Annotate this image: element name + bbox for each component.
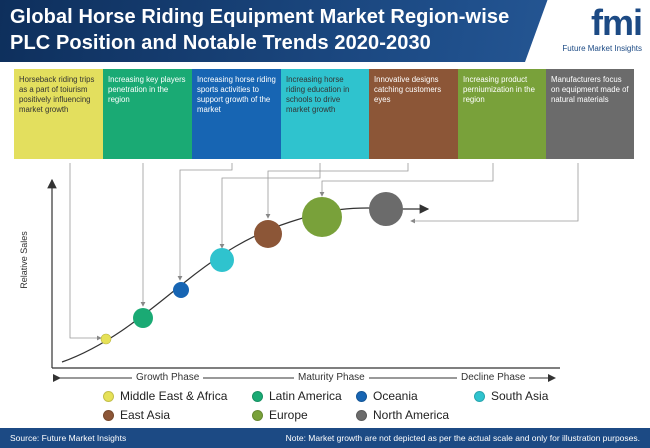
connector-middle-east-africa <box>69 163 102 341</box>
legend-label: Middle East & Africa <box>120 389 228 403</box>
legend-item-north-america: North America <box>356 408 449 422</box>
legend-swatch <box>474 390 485 402</box>
legend-item-oceania: Oceania <box>356 389 418 403</box>
connector-north-america <box>410 163 579 224</box>
lifecycle-curve <box>61 204 430 363</box>
legend-item-south-asia: South Asia <box>474 389 548 403</box>
legend-swatch <box>356 390 367 402</box>
legend-item-middle-east-africa: Middle East & Africa <box>103 389 227 403</box>
legend-item-east-asia: East Asia <box>103 408 170 422</box>
legend-label: East Asia <box>120 408 171 422</box>
trend-text: Innovative designs catching customers ey… <box>374 75 442 104</box>
trend-text: Increasing key players penetration in th… <box>108 75 186 104</box>
legend-swatch <box>103 409 114 421</box>
trend-box-south-asia: Increasing horse riding education in sch… <box>281 69 369 159</box>
legend-label: North America <box>373 408 450 422</box>
legend-label: Latin America <box>269 389 342 403</box>
bubble-middle-east-africa <box>100 333 112 345</box>
legend-swatch <box>356 409 367 421</box>
legend-swatch <box>252 409 263 421</box>
bubble-europe <box>302 197 342 237</box>
trend-box-europe: Increasing product perniumization in the… <box>458 69 546 159</box>
trend-box-east-asia: Innovative designs catching customers ey… <box>369 69 458 159</box>
trend-text: Increasing horse riding education in sch… <box>286 75 350 114</box>
footer-bar: Source: Future Market Insights Note: Mar… <box>0 428 650 448</box>
bubble-oceania <box>173 282 189 298</box>
legend-label: Europe <box>269 408 308 422</box>
connector-south-asia <box>219 163 321 249</box>
logo-company-name: Future Market Insights <box>562 44 642 53</box>
legend-label: South Asia <box>491 389 549 403</box>
source-text: Source: Future Market Insights <box>10 433 127 443</box>
phase-label-growth: Growth Phase <box>132 372 204 383</box>
bubble-east-asia <box>254 220 282 248</box>
connector-europe <box>319 163 494 197</box>
trend-box-latin-america: Increasing key players penetration in th… <box>103 69 192 159</box>
phase-label-maturity: Maturity Phase <box>294 372 369 383</box>
legend-item-latin-america: Latin America <box>252 389 342 403</box>
page-title-line-2: PLC Position and Notable Trends 2020-203… <box>10 32 431 54</box>
connector-oceania <box>177 163 233 281</box>
legend-swatch <box>252 390 263 402</box>
note-text: Note: Market growth are not depicted as … <box>285 433 640 443</box>
trend-text: Manufacturers focus on equipment made of… <box>551 75 629 104</box>
logo-panel: fmi Future Market Insights <box>525 0 650 62</box>
legend-label: Oceania <box>373 389 418 403</box>
y-axis-label: Relative Sales <box>19 231 29 289</box>
trend-text: Increasing product perniumization in the… <box>463 75 535 104</box>
trend-box-oceania: Increasing horse riding sports activitie… <box>192 69 281 159</box>
trend-text: Increasing horse riding sports activitie… <box>197 75 276 114</box>
connector-east-asia <box>265 163 409 219</box>
phase-label-decline: Decline Phase <box>457 372 530 383</box>
header-banner: Global Horse Riding Equipment Market Reg… <box>0 0 650 62</box>
bubble-south-asia <box>210 248 234 272</box>
trend-box-north-america: Manufacturers focus on equipment made of… <box>546 69 634 159</box>
legend-item-europe: Europe <box>252 408 308 422</box>
bubble-north-america <box>369 192 403 226</box>
trend-text: Horseback riding trips as a part of toiu… <box>19 75 95 114</box>
fmi-logo: fmi <box>591 2 643 43</box>
page-title-line-1: Global Horse Riding Equipment Market Reg… <box>10 6 510 28</box>
bubble-latin-america <box>133 308 153 328</box>
legend-swatch <box>103 390 114 402</box>
trend-box-middle-east-africa: Horseback riding trips as a part of toiu… <box>14 69 103 159</box>
